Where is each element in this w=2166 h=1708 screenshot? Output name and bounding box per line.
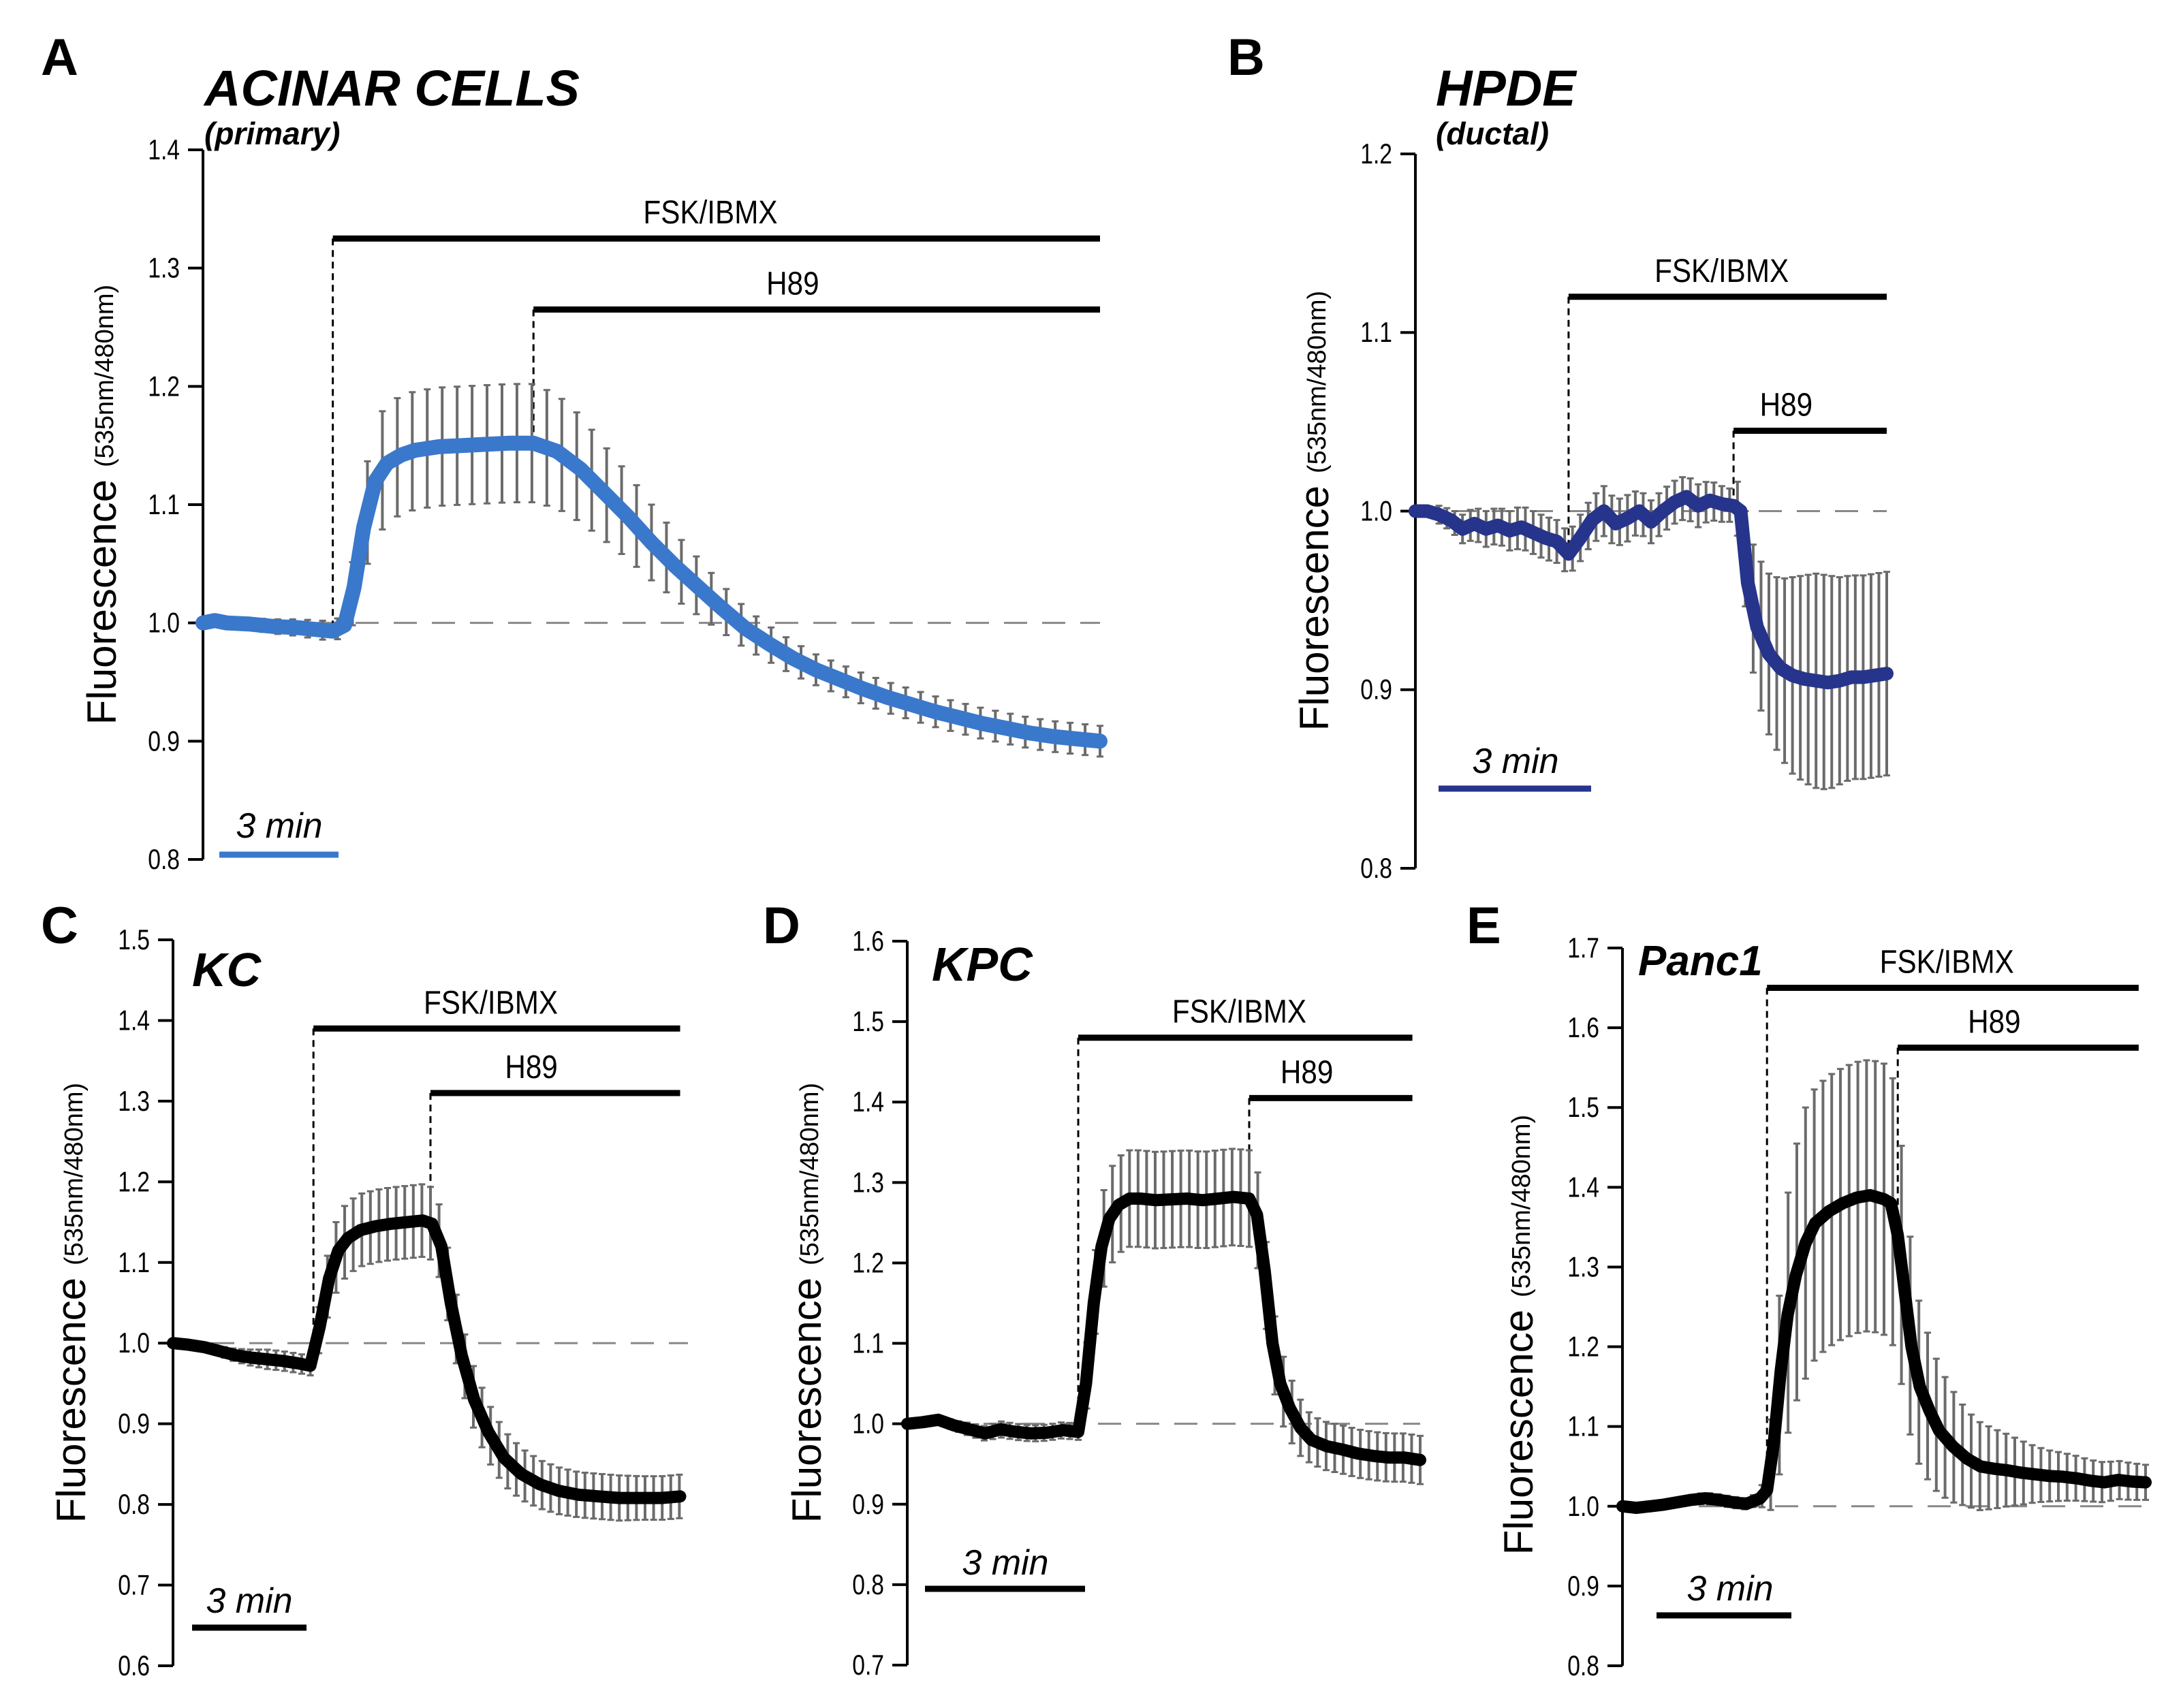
y-axis-label: Fluorescence (535nm/480nm) bbox=[79, 285, 125, 725]
scale-bar-label: 3 min bbox=[236, 806, 322, 846]
panel-a: A ACINAR CELLS(primary) 0.8 0.9 1.0 1.1 1.2 1.3… bbox=[41, 29, 1108, 876]
y-tick-label: 0.8 bbox=[118, 1489, 150, 1521]
y-tick-label: 0.9 bbox=[148, 726, 180, 757]
y-tick-label: 1.0 bbox=[852, 1408, 884, 1440]
panel-title: KPC bbox=[932, 938, 1033, 991]
y-tick-label: 1.6 bbox=[852, 926, 884, 958]
y-tick-label: 1.4 bbox=[852, 1087, 884, 1118]
y-axis-label-units: (535nm/480nm) bbox=[91, 285, 119, 467]
panel-title: HPDE bbox=[1436, 60, 1578, 116]
y-tick-label: 0.9 bbox=[852, 1489, 884, 1520]
y-tick-label: 1.1 bbox=[148, 490, 180, 521]
y-axis-label-main: Fluorescence bbox=[48, 1278, 94, 1523]
treatment-label: FSK/IBMX bbox=[424, 984, 558, 1021]
y-tick-label: 1.1 bbox=[852, 1328, 884, 1359]
y-tick-label: 1.5 bbox=[852, 1007, 884, 1038]
series-line-mean bbox=[1409, 490, 1894, 690]
y-axis-label: Fluorescence (535nm/480nm) bbox=[784, 1083, 830, 1523]
y-axis-label-main: Fluorescence bbox=[1496, 1310, 1541, 1555]
panel-e: E Panc1 0.8 0.9 1.0 1.1 1.2 1.3 1.4 1.5 1.6 1.7 Fluo… bbox=[1466, 897, 2152, 1682]
y-tick-label: 1.5 bbox=[118, 925, 150, 956]
y-tick-label: 1.1 bbox=[1360, 317, 1392, 349]
panel-subtitle: (primary) bbox=[204, 116, 340, 151]
panel-b: B HPDE(ductal) 0.8 0.9 1.0 1.1 1.2 Fluorescence… bbox=[1227, 29, 1894, 885]
y-tick-label: 0.9 bbox=[1360, 674, 1392, 706]
y-tick-label: 1.2 bbox=[1567, 1331, 1599, 1363]
y-tick-label: 1.4 bbox=[118, 1005, 150, 1037]
y-tick-label: 1.3 bbox=[118, 1086, 150, 1117]
y-axis-label-main: Fluorescence bbox=[1291, 486, 1337, 731]
treatment-label: FSK/IBMX bbox=[643, 194, 777, 231]
panel-title: KC bbox=[192, 943, 262, 996]
treatment-label: H89 bbox=[766, 265, 819, 302]
y-tick-label: 0.8 bbox=[852, 1569, 884, 1600]
y-axis-label: Fluorescence (535nm/480nm) bbox=[48, 1083, 94, 1523]
y-tick-label: 0.8 bbox=[1567, 1651, 1599, 1682]
y-tick-label: 1.0 bbox=[118, 1328, 150, 1359]
y-tick-label: 0.7 bbox=[118, 1570, 150, 1601]
y-tick-label: 0.8 bbox=[148, 844, 180, 876]
y-axis-label-units: (535nm/480nm) bbox=[796, 1083, 824, 1265]
y-axis-label-units: (535nm/480nm) bbox=[1303, 291, 1332, 473]
y-tick-label: 1.0 bbox=[1567, 1491, 1599, 1522]
panel-c: C KC 0.6 0.7 0.8 0.9 1.0 1.1 1.2 1.3 1.4 1.5 Fluores… bbox=[41, 897, 688, 1682]
y-tick-label: 1.3 bbox=[148, 253, 180, 284]
panel-letter: E bbox=[1466, 897, 1501, 955]
panel-letter: C bbox=[41, 897, 78, 955]
y-tick-label: 1.4 bbox=[148, 135, 180, 166]
panel-d: D KPC 0.7 0.8 0.9 1.0 1.1 1.2 1.3 1.4 1.5 1.6 Fluore… bbox=[763, 897, 1426, 1681]
y-tick-label: 1.2 bbox=[852, 1248, 884, 1279]
panel-title: ACINAR CELLS bbox=[203, 60, 580, 116]
y-tick-label: 1.0 bbox=[148, 607, 180, 639]
series-line-mean bbox=[167, 1214, 687, 1504]
y-tick-label: 1.1 bbox=[118, 1247, 150, 1278]
y-tick-label: 1.2 bbox=[118, 1167, 150, 1198]
panel-letter: B bbox=[1227, 29, 1265, 86]
y-tick-label: 1.3 bbox=[852, 1167, 884, 1199]
series-line-mean bbox=[1616, 1189, 2152, 1515]
treatment-label: H89 bbox=[1281, 1054, 1333, 1090]
panel-subtitle: (ductal) bbox=[1436, 116, 1549, 151]
treatment-label: H89 bbox=[1760, 386, 1812, 423]
y-tick-label: 0.6 bbox=[118, 1651, 150, 1682]
y-tick-label: 0.9 bbox=[118, 1408, 150, 1440]
y-tick-label: 0.9 bbox=[1567, 1570, 1599, 1602]
panel-letter: A bbox=[41, 29, 78, 86]
y-tick-label: 1.2 bbox=[1360, 139, 1392, 170]
treatment-label: FSK/IBMX bbox=[1172, 993, 1306, 1030]
scale-bar-label: 3 min bbox=[206, 1581, 292, 1621]
y-tick-label: 1.1 bbox=[1567, 1411, 1599, 1442]
treatment-label: H89 bbox=[1968, 1003, 2020, 1040]
y-tick-label: 1.0 bbox=[1360, 496, 1392, 527]
y-axis-label-main: Fluorescence bbox=[784, 1278, 830, 1523]
y-tick-label: 1.7 bbox=[1567, 933, 1599, 964]
treatment-label: FSK/IBMX bbox=[1880, 943, 2014, 980]
y-axis-label: Fluorescence (535nm/480nm) bbox=[1496, 1115, 1541, 1555]
y-axis-label: Fluorescence (535nm/480nm) bbox=[1291, 291, 1337, 731]
treatment-label: FSK/IBMX bbox=[1654, 252, 1789, 289]
y-tick-label: 0.7 bbox=[852, 1650, 884, 1681]
y-tick-label: 1.6 bbox=[1567, 1013, 1599, 1044]
y-tick-label: 1.3 bbox=[1567, 1252, 1599, 1283]
y-axis-label-main: Fluorescence bbox=[79, 479, 125, 725]
y-axis-label-units: (535nm/480nm) bbox=[1507, 1115, 1536, 1297]
panel-letter: D bbox=[763, 897, 800, 955]
series-line-mean bbox=[195, 435, 1108, 749]
y-tick-label: 1.4 bbox=[1567, 1172, 1599, 1203]
y-tick-label: 0.8 bbox=[1360, 853, 1392, 885]
panel-title: Panc1 bbox=[1638, 938, 1763, 985]
y-tick-label: 1.2 bbox=[148, 371, 180, 402]
y-axis-label-units: (535nm/480nm) bbox=[60, 1083, 89, 1265]
y-tick-label: 1.5 bbox=[1567, 1092, 1599, 1124]
treatment-label: H89 bbox=[505, 1049, 557, 1086]
series-line-mean bbox=[901, 1190, 1426, 1466]
scale-bar-label: 3 min bbox=[962, 1543, 1048, 1583]
scale-bar-label: 3 min bbox=[1686, 1569, 1773, 1609]
scale-bar-label: 3 min bbox=[1472, 742, 1558, 781]
